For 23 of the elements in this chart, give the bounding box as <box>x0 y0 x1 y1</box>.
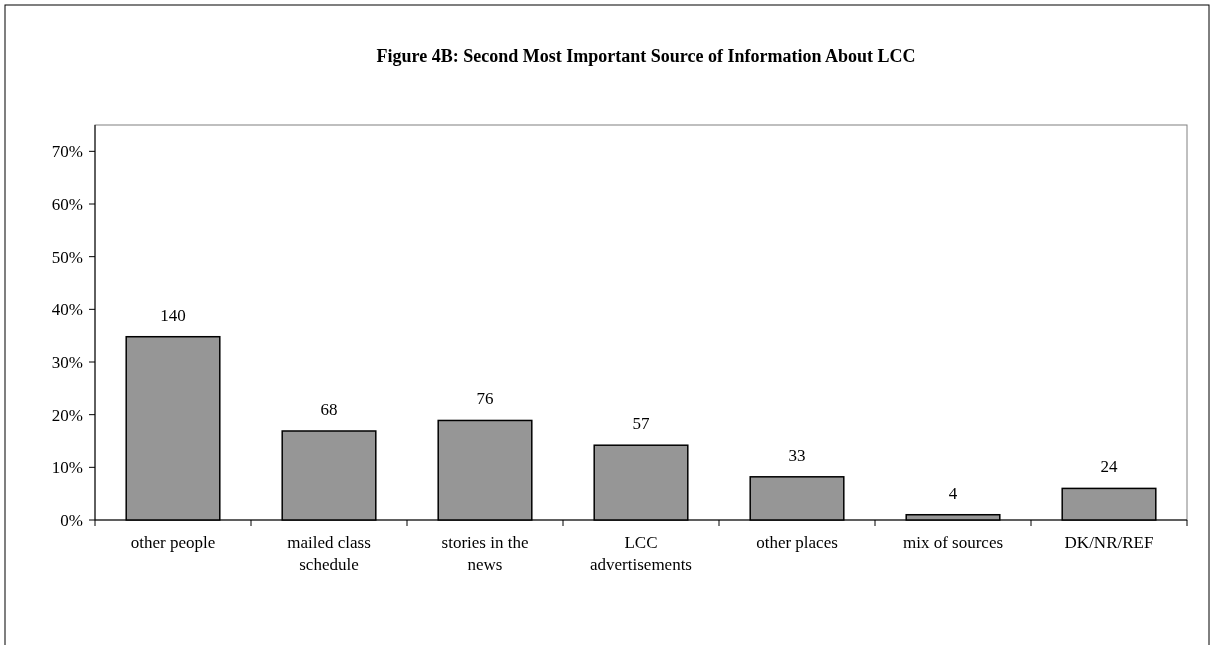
x-tick-label: other people <box>130 533 216 552</box>
y-tick-label: 20% <box>51 405 83 425</box>
x-tick-label: mix of sources <box>902 533 1004 552</box>
annotation: 33 <box>788 445 806 465</box>
y-tick-label: 30% <box>51 352 83 372</box>
chart-title: Figure 4B: Second Most Important Source of Information About LCC <box>376 46 916 66</box>
y-tick-label: 40% <box>51 300 83 320</box>
y-tick-label: 70% <box>51 142 83 162</box>
x-tick-label: DK/NR/REF <box>1064 533 1154 552</box>
y-tick-label: 50% <box>51 247 83 267</box>
annotation: 76 <box>476 389 494 409</box>
y-tick-label: 10% <box>51 458 83 478</box>
annotation: 57 <box>632 414 650 434</box>
annotation: 140 <box>160 305 186 325</box>
y-tick-label: 0% <box>60 510 83 530</box>
x-tick-label: stories in the news <box>441 533 529 574</box>
x-tick-label: other places <box>756 533 838 552</box>
x-tick-label: mailed class schedule <box>287 533 371 574</box>
annotation: 4 <box>948 483 958 503</box>
annotation: 24 <box>1100 457 1118 477</box>
y-tick-label: 60% <box>51 194 83 214</box>
x-tick-label: LCC advertisements <box>590 533 692 574</box>
annotation: 68 <box>320 399 338 419</box>
